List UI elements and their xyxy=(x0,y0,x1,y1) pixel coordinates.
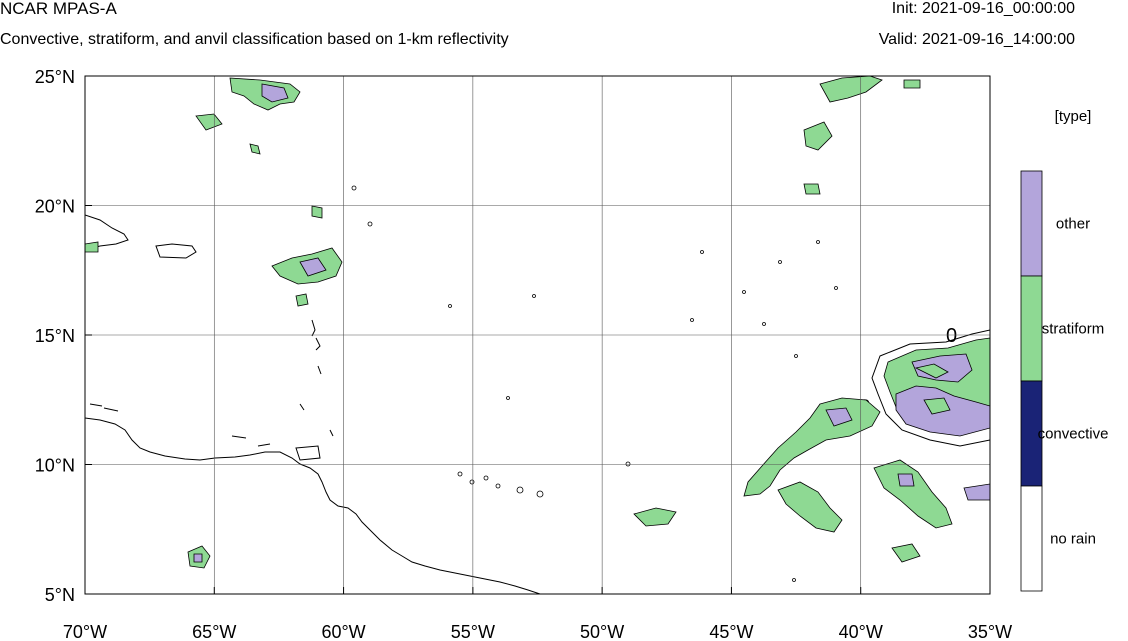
map-tick-labels: 70°W 65°W 60°W 55°W 50°W 45°W 40°W 35°W 5°N 10°N 1… xyxy=(35,67,1012,641)
tick-label-lon: 35°W xyxy=(968,622,1012,641)
tick-label-lat: 15°N xyxy=(35,326,75,346)
precip-scattered-cells xyxy=(351,185,838,582)
contour-label: 0 xyxy=(946,325,957,347)
legend-swatch xyxy=(1020,170,1043,277)
init-time: Init: 2021-09-16_00:00:00 xyxy=(891,0,1075,17)
precip-cluster-south-west xyxy=(187,545,211,569)
map-frame xyxy=(84,75,991,595)
tick-label-lat: 20°N xyxy=(35,197,75,217)
tick-label-lon: 45°W xyxy=(709,622,753,641)
coastline-hispaniola xyxy=(85,214,129,251)
coastline-south-america xyxy=(85,417,541,594)
coastline-venezuela-islands xyxy=(89,403,271,447)
tick-label-lon: 60°W xyxy=(321,622,365,641)
coastline-puerto-rico xyxy=(155,243,197,259)
tick-label-lat: 5°N xyxy=(45,585,75,605)
legend-label: no rain xyxy=(1050,531,1096,548)
tick-label-lat: 10°N xyxy=(35,456,75,476)
tick-label-lon: 55°W xyxy=(451,622,495,641)
precip-cluster-leeward xyxy=(85,205,343,307)
legend-label: convective xyxy=(1038,426,1109,443)
legend: other stratiform convective no rain xyxy=(1020,170,1109,592)
page-subtitle: Convective, stratiform, and anvil classi… xyxy=(0,31,509,48)
map-layer: 0 xyxy=(85,76,990,594)
precip-cluster-north-east xyxy=(803,76,921,195)
tick-label-lat: 25°N xyxy=(35,67,75,87)
map-grid xyxy=(85,76,990,594)
page-title: NCAR MPAS-A xyxy=(0,0,117,18)
precip-cluster-north-west xyxy=(195,77,301,155)
legend-label: stratiform xyxy=(1042,321,1105,338)
legend-title: [type] xyxy=(1055,108,1092,125)
legend-swatch xyxy=(1020,275,1043,382)
legend-label: other xyxy=(1056,216,1090,233)
tick-label-lon: 70°W xyxy=(63,622,107,641)
legend-swatch xyxy=(1020,485,1043,592)
coastline-lesser-antilles xyxy=(299,319,334,437)
tick-label-lon: 50°W xyxy=(580,622,624,641)
precip-cluster-south-east xyxy=(633,397,990,563)
tick-label-lon: 65°W xyxy=(192,622,236,641)
valid-time: Valid: 2021-09-16_14:00:00 xyxy=(878,31,1075,48)
precip-cluster-tropical-system xyxy=(850,329,990,447)
coastline-trinidad xyxy=(295,445,321,461)
tick-label-lon: 40°W xyxy=(839,622,883,641)
